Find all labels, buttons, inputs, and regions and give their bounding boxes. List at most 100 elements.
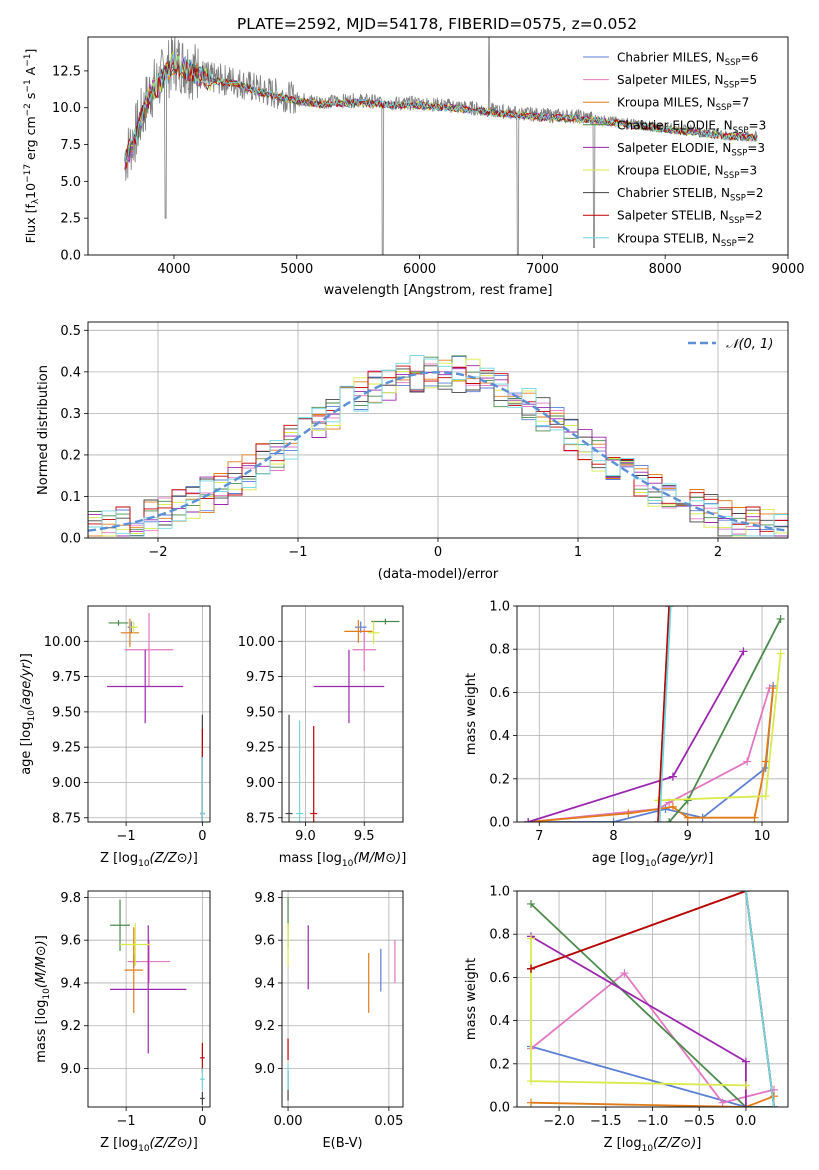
label-part: λ — [31, 198, 41, 204]
legend-text: =3 — [747, 141, 765, 155]
axes-frame — [87, 890, 211, 1108]
label-part: log — [625, 851, 645, 866]
legend-text: =3 — [739, 164, 757, 178]
x-tick-label: −2.0 — [543, 1114, 575, 1129]
panel-age_vs_mass: 9.0 9.5 8.75 9.00 9.25 9.50 9.75 10.00 mass [log… — [238, 605, 407, 869]
y-tick-label: 9.0 — [254, 1062, 275, 1077]
figure-title: PLATE=2592, MJD=54178, FIBERID=0575, z=0… — [237, 15, 637, 33]
series-line — [527, 650, 745, 822]
plot-area-mass_weight_vs_Z — [527, 891, 778, 1107]
series-line — [528, 688, 775, 822]
errorbar-salpeter_stelib — [200, 1042, 205, 1073]
series-chabrier_elodie — [665, 614, 785, 822]
legend-subscript: SSP — [724, 171, 740, 181]
x-tick-label: −1.5 — [590, 1114, 622, 1129]
series-marker — [761, 792, 770, 801]
series-kroupa_stelib — [655, 606, 675, 822]
panels: 4000 5000 6000 7000 8000 90000.02.55.07.510.0… — [19, 36, 805, 1154]
x-axis-label: mass [log10(M/M⊙)] — [279, 851, 407, 869]
series-marker — [741, 1057, 750, 1066]
series-salpeter_stelib — [654, 606, 674, 822]
y-axis-label: Flux [fλ10−17 erg cm−2 s−1 A−1] — [23, 49, 41, 244]
x-tick-label: 9.0 — [295, 829, 316, 844]
series-marker — [741, 1081, 750, 1090]
y-tick-label: 8.75 — [52, 811, 81, 826]
x-tick-label: −1 — [117, 829, 136, 844]
x-tick-label: 5000 — [280, 262, 313, 277]
series-marker — [769, 1092, 778, 1101]
y-tick-label: 9.4 — [254, 976, 275, 991]
y-tick-label: 0.2 — [489, 772, 510, 787]
plot-area-mass_vs_ebv — [287, 897, 396, 1101]
series-marker — [527, 964, 536, 973]
x-axis-label: age [log10(age/yr)] — [592, 851, 714, 869]
histogram-kroupa_stelib — [88, 355, 788, 538]
legend-text: Salpeter MILES, N — [617, 73, 724, 87]
x-tick-label: 9000 — [771, 262, 804, 277]
series-marker — [654, 818, 663, 822]
series-kroupa_elodie — [527, 934, 750, 1090]
y-tick-label: 9.75 — [246, 670, 275, 685]
errorbar-kroupa_miles — [344, 620, 373, 643]
series-line — [528, 687, 771, 822]
y-tick-label: 5.0 — [60, 175, 81, 190]
series-line — [530, 903, 774, 1107]
axes-frame — [87, 321, 789, 539]
x-tick-label: −1 — [117, 1114, 136, 1129]
plot-area-residuals — [88, 355, 788, 538]
axes-frame — [516, 605, 789, 823]
legend-entry-salpeter_stelib: Salpeter STELIB, NSSP=2 — [617, 209, 762, 227]
normal-curve — [88, 371, 788, 532]
y-tick-label: 0.0 — [489, 1101, 510, 1116]
x-tick-label: 7000 — [526, 262, 559, 277]
plot-area-age_vs_Z — [107, 613, 205, 822]
plot-area-mass_vs_Z — [110, 899, 205, 1105]
errorbar-salpeter_miles — [352, 628, 376, 671]
x-tick-label: 4000 — [157, 262, 190, 277]
x-tick-label: −2 — [148, 545, 167, 560]
series-marker — [776, 614, 785, 623]
y-tick-label: 10.0 — [52, 101, 81, 116]
y-tick-label: 0.4 — [489, 1014, 510, 1029]
legend-text: =7 — [732, 96, 750, 110]
x-tick-label: 8 — [609, 829, 617, 844]
label-part: log — [622, 1136, 642, 1151]
y-tick-label: 0.2 — [489, 1057, 510, 1072]
y-tick-label: 0.2 — [60, 448, 81, 463]
series-kroupa_elodie — [654, 649, 785, 805]
errorbar-salpeter_miles — [124, 613, 174, 687]
y-tick-label: 9.4 — [60, 976, 81, 991]
legend-subscript: SSP — [731, 148, 747, 158]
errorbar-chabrier_stelib — [285, 714, 293, 822]
legend-text: =2 — [737, 231, 755, 245]
label-part: −1 — [23, 54, 33, 67]
y-tick-label: 9.8 — [60, 891, 81, 906]
x-tick-label: 10 — [754, 829, 771, 844]
y-tick-label: 0.6 — [489, 971, 510, 986]
errorbar-salpeter_elodie — [313, 649, 385, 724]
legend-text: =5 — [739, 73, 757, 87]
y-tick-label: 0.1 — [60, 490, 81, 505]
series-marker — [527, 934, 536, 943]
panel-mass_vs_ebv: 0.00 0.05 9.0 9.2 9.4 9.6 9.8 E(B-V) — [254, 890, 404, 1151]
series-marker — [524, 818, 533, 822]
y-tick-label: 0.6 — [489, 686, 510, 701]
x-tick-label: 0.05 — [374, 1114, 403, 1129]
errorbar-salpeter_elodie — [107, 649, 184, 724]
y-axis-label: mass [log10(M/M⊙)] — [34, 935, 52, 1063]
series-marker — [750, 813, 759, 822]
legend-text: Chabrier ELODIE, N — [617, 118, 733, 132]
legend-text: Kroupa STELIB, N — [617, 231, 721, 245]
legend-text: Salpeter STELIB, N — [617, 209, 729, 223]
series-marker — [743, 757, 752, 766]
y-tick-label: 9.2 — [60, 1019, 81, 1034]
label-part: −1 — [23, 79, 33, 92]
errorbar-salpeter_elodie — [110, 925, 187, 1054]
label-part: (Z/Z⊙) — [150, 851, 193, 866]
axes-frame — [516, 890, 789, 1108]
label-subscript: 10 — [138, 859, 150, 869]
x-axis-label: E(B-V) — [322, 1136, 362, 1151]
x-tick-label: 2 — [714, 545, 722, 560]
label-part: Flux [f — [23, 204, 38, 244]
series-marker — [718, 1098, 727, 1107]
